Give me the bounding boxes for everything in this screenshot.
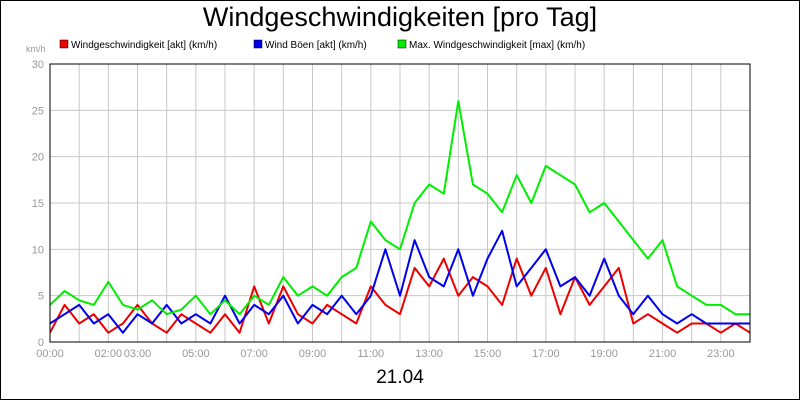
y-tick-label: 0 [38, 337, 44, 349]
x-tick-label: 00:00 [36, 348, 64, 360]
series-line-1 [49, 257, 751, 334]
legend-swatch [397, 39, 407, 49]
y-unit-label: km/h [26, 44, 46, 54]
y-tick-label: 20 [32, 152, 44, 164]
legend-label: Max. Windgeschwindigkeit [max] (km/h) [409, 40, 585, 51]
legend-swatch [59, 39, 69, 49]
legend-swatch [253, 39, 263, 49]
x-tick-label: 15:00 [474, 348, 502, 360]
y-tick-label: 15 [32, 198, 44, 210]
x-tick-label: 05:00 [182, 348, 210, 360]
x-tick-label: 23:00 [707, 348, 735, 360]
y-tick-label: 30 [32, 59, 44, 71]
y-tick-label: 10 [32, 244, 44, 256]
series-line-3 [49, 100, 750, 316]
legend-label: Wind Böen [akt] (km/h) [265, 40, 367, 51]
legend-label: Windgeschwindigkeit [akt] (km/h) [71, 40, 217, 51]
x-tick-label: 19:00 [590, 348, 618, 360]
x-tick-label: 13:00 [415, 348, 443, 360]
y-tick-label: 25 [32, 105, 44, 117]
x-tick-label: 11:00 [357, 348, 384, 360]
chart-title: Windgeschwindigkeiten [pro Tag] [202, 2, 598, 32]
x-tick-label: 17:00 [532, 348, 560, 360]
x-tick-label: 03:00 [124, 348, 152, 360]
date-label: 21.04 [376, 367, 424, 388]
x-tick-label: 09:00 [299, 348, 327, 360]
plot-border [49, 63, 751, 343]
x-tick-label: 21:00 [649, 348, 677, 360]
series-line-2 [49, 229, 750, 334]
x-tick-label: 07:00 [240, 348, 268, 360]
x-tick-label: 02:00 [95, 348, 123, 360]
y-tick-label: 5 [38, 291, 44, 303]
